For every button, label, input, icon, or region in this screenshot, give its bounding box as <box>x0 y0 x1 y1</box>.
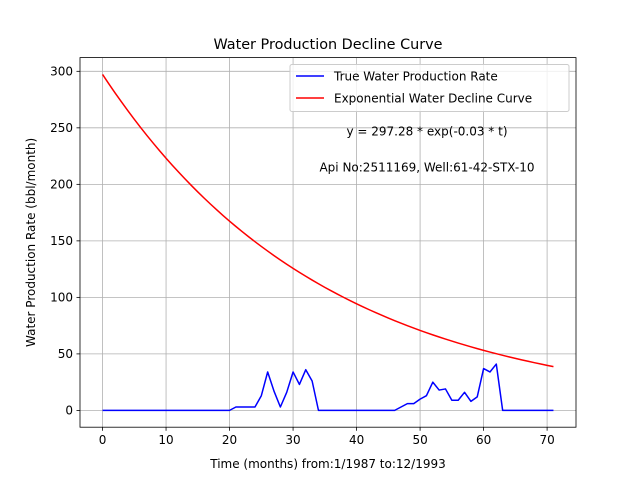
legend-label-true-rate: True Water Production Rate <box>333 70 498 84</box>
y-axis-label: Water Production Rate (bbl/month) <box>24 138 38 347</box>
legend: True Water Production Rate Exponential W… <box>289 64 570 112</box>
x-tick-label: 30 <box>285 433 300 447</box>
y-tick-label: 50 <box>58 347 73 361</box>
series-exponential-decline-curve <box>101 73 554 368</box>
x-axis-ticks: 0 10 20 30 40 50 60 70 <box>99 427 555 447</box>
x-tick-label: 50 <box>412 433 427 447</box>
x-tick-label: 20 <box>222 433 237 447</box>
y-tick-label: 200 <box>50 178 73 192</box>
y-tick-label: 100 <box>50 291 73 305</box>
equation-annotation: y = 297.28 * exp(-0.03 * t) <box>346 125 507 139</box>
y-axis-ticks: 0 50 100 150 200 250 300 <box>50 65 80 418</box>
x-tick-label: 10 <box>158 433 173 447</box>
x-tick-label: 40 <box>349 433 364 447</box>
series-true-water-production-rate <box>102 363 554 412</box>
y-tick-label: 250 <box>50 121 73 135</box>
plot-lines <box>101 73 554 412</box>
well-annotation: Api No:2511169, Well:61-42-STX-10 <box>319 161 534 175</box>
x-tick-label: 60 <box>476 433 491 447</box>
chart-title: Water Production Decline Curve <box>213 37 442 53</box>
legend-box <box>289 64 570 112</box>
x-axis-label: Time (months) from:1/1987 to:12/1993 <box>209 457 446 471</box>
x-tick-label: 0 <box>99 433 107 447</box>
legend-label-decline-curve: Exponential Water Decline Curve <box>334 92 532 106</box>
y-tick-label: 300 <box>50 65 73 79</box>
y-tick-label: 150 <box>50 234 73 248</box>
x-tick-label: 70 <box>539 433 554 447</box>
y-tick-label: 0 <box>65 404 73 418</box>
axes-frame <box>79 57 577 428</box>
